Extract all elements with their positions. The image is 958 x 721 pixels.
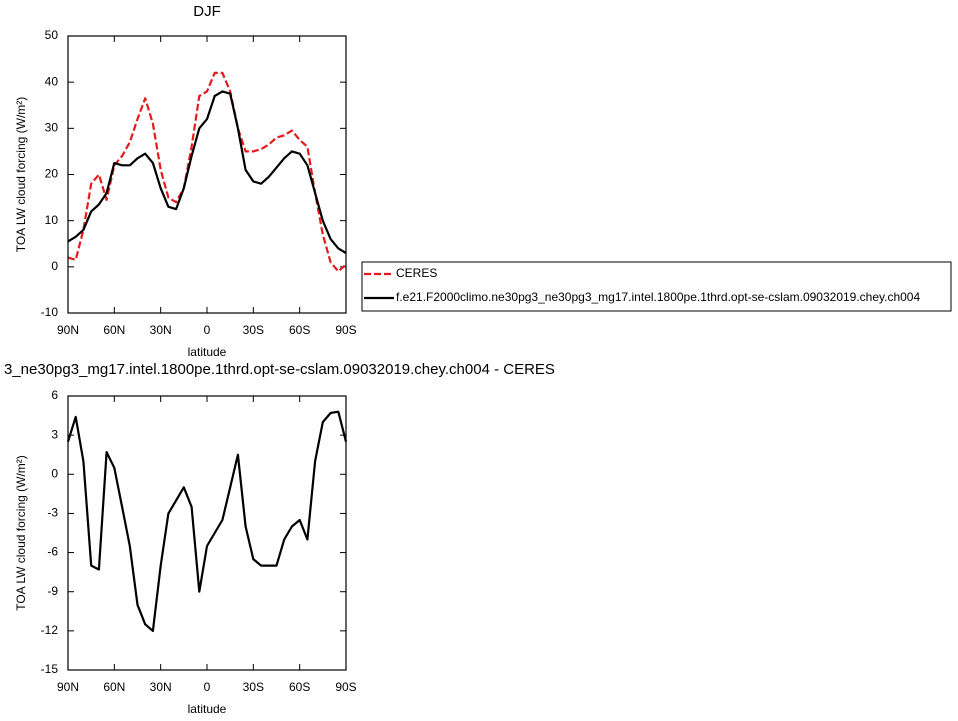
y-axis-label: TOA LW cloud forcing (W/m²) (14, 97, 28, 253)
legend-label: f.e21.F2000climo.ne30pg3_ne30pg3_mg17.in… (396, 290, 920, 304)
chart-title: 3_ne30pg3_mg17.intel.1800pe.1thrd.opt-se… (4, 361, 555, 378)
x-tick-label: 90S (335, 323, 356, 337)
x-tick-label: 30S (243, 323, 264, 337)
y-tick-label: 0 (51, 466, 58, 480)
series-line (67, 90, 347, 254)
x-tick-label: 30N (150, 323, 172, 337)
series-line (66, 410, 348, 632)
y-tick-label: 30 (45, 121, 59, 135)
y-tick-label: 50 (45, 28, 59, 42)
y-tick-label: -12 (41, 623, 59, 637)
y-tick-label: 10 (45, 213, 59, 227)
x-tick-label: 0 (204, 680, 211, 694)
x-tick-label: 90N (57, 323, 79, 337)
x-tick-label: 60N (103, 680, 125, 694)
y-tick-label: -3 (47, 506, 58, 520)
x-tick-label: 30S (243, 680, 264, 694)
plot-frame (67, 35, 347, 314)
x-axis-label: latitude (188, 345, 227, 359)
y-tick-label: 3 (51, 427, 58, 441)
y-axis-label: TOA LW cloud forcing (W/m²) (14, 455, 28, 611)
y-tick-label: -6 (47, 545, 58, 559)
y-tick-label: -15 (41, 662, 59, 676)
x-tick-label: 90S (335, 680, 356, 694)
x-tick-label: 60S (289, 680, 310, 694)
x-tick-label: 30N (150, 680, 172, 694)
legend-label: CERES (396, 266, 437, 280)
y-tick-label: -9 (47, 584, 58, 598)
x-axis-label: latitude (188, 702, 227, 716)
series-line (67, 71, 347, 273)
y-tick-label: 0 (51, 259, 58, 273)
x-tick-label: 0 (204, 323, 211, 337)
y-tick-label: -10 (41, 305, 59, 319)
chart-title: DJF (193, 3, 221, 20)
x-tick-label: 60S (289, 323, 310, 337)
y-tick-label: 40 (45, 74, 59, 88)
legend-box (361, 261, 952, 312)
y-tick-label: 6 (51, 388, 58, 402)
plot-frame (67, 395, 347, 671)
y-tick-label: 20 (45, 167, 59, 181)
x-tick-label: 90N (57, 680, 79, 694)
x-tick-label: 60N (103, 323, 125, 337)
